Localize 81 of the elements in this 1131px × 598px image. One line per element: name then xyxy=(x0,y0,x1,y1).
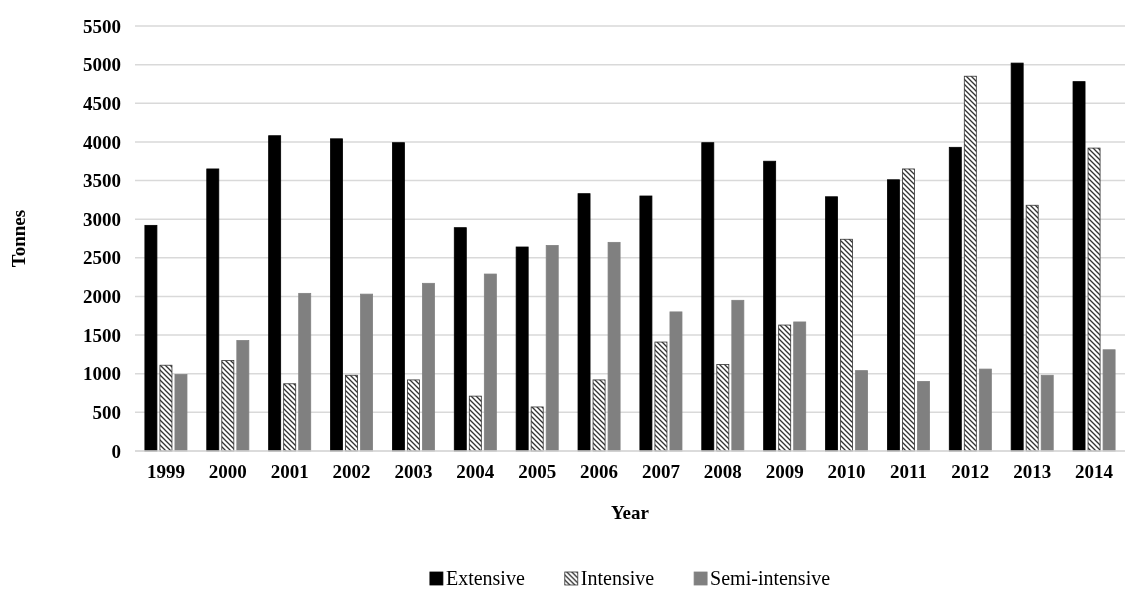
y-tick-label: 500 xyxy=(92,401,121,423)
x-tick-label: 2006 xyxy=(580,461,619,483)
bar xyxy=(778,324,792,452)
bar xyxy=(236,340,250,452)
y-tick-label: 4000 xyxy=(83,131,121,153)
bar xyxy=(392,142,405,452)
bar xyxy=(515,246,529,452)
bar xyxy=(1072,81,1086,452)
y-tick-label: 1000 xyxy=(83,363,121,385)
x-tick-label: 2012 xyxy=(951,461,990,483)
bar xyxy=(221,360,235,452)
y-tick-label: 3500 xyxy=(83,170,121,192)
y-tick-label: 0 xyxy=(111,440,121,462)
y-tick-label: 5000 xyxy=(83,54,121,76)
y-tick-label: 2500 xyxy=(83,247,121,269)
bar xyxy=(483,273,497,452)
bar xyxy=(902,168,915,452)
legend-label: Intensive xyxy=(580,567,655,589)
x-tick-label: 2005 xyxy=(518,461,557,483)
bar xyxy=(330,138,343,452)
bar xyxy=(716,364,730,452)
bar xyxy=(268,135,282,452)
bar xyxy=(159,364,173,452)
bar xyxy=(948,146,962,452)
bar xyxy=(174,374,188,452)
bar xyxy=(887,179,900,452)
x-tick-label: 2013 xyxy=(1013,461,1052,483)
x-tick-label: 2010 xyxy=(827,461,866,483)
y-axis-title: Tonnes xyxy=(8,209,29,268)
bar xyxy=(298,292,312,452)
bar xyxy=(407,379,420,452)
bar xyxy=(763,160,777,452)
legend-label: Semi-intensive xyxy=(710,567,831,589)
bar xyxy=(825,196,838,452)
x-tick-label: 2011 xyxy=(889,461,927,483)
bar xyxy=(855,370,868,452)
bar xyxy=(607,241,621,452)
x-tick-label: 2007 xyxy=(641,461,681,483)
bar xyxy=(1102,349,1116,452)
x-axis-title: Year xyxy=(611,502,650,523)
legend-label: Extensive xyxy=(445,567,525,589)
bar xyxy=(793,321,807,452)
x-tick-label: 2004 xyxy=(456,461,495,483)
bar xyxy=(669,311,683,452)
bar xyxy=(639,195,653,452)
bar xyxy=(731,299,745,452)
x-tick-label: 2001 xyxy=(270,461,309,483)
x-tick-label: 2014 xyxy=(1075,461,1114,483)
bar xyxy=(840,238,853,452)
x-tick-label: 2002 xyxy=(332,461,371,483)
bar xyxy=(1040,374,1054,452)
bar xyxy=(917,381,930,452)
y-tick-label: 1500 xyxy=(83,324,121,346)
bar xyxy=(345,374,358,452)
y-tick-label: 2000 xyxy=(83,286,121,308)
bar xyxy=(654,341,668,452)
x-tick-label: 2003 xyxy=(394,461,433,483)
bar xyxy=(468,395,482,452)
y-tick-label: 4500 xyxy=(83,92,121,114)
bar xyxy=(1025,204,1039,452)
bar xyxy=(577,193,591,452)
x-tick-label: 2000 xyxy=(208,461,247,483)
bar xyxy=(453,227,467,452)
bar xyxy=(206,168,220,452)
bar xyxy=(978,368,992,452)
bar xyxy=(530,406,544,452)
bar xyxy=(701,142,715,452)
x-tick-label: 2009 xyxy=(765,461,804,483)
bar xyxy=(422,282,435,452)
x-tick-label: 1999 xyxy=(146,461,185,483)
bar xyxy=(1010,62,1024,452)
y-tick-label: 5500 xyxy=(83,15,121,37)
x-tick-label: 2008 xyxy=(703,461,742,483)
bar xyxy=(963,75,977,452)
y-tick-label: 3000 xyxy=(83,208,121,230)
bar xyxy=(144,224,158,452)
bar xyxy=(545,245,559,452)
bar xyxy=(360,293,373,452)
bar xyxy=(283,383,297,452)
bar xyxy=(592,379,606,452)
bar xyxy=(1087,147,1101,452)
